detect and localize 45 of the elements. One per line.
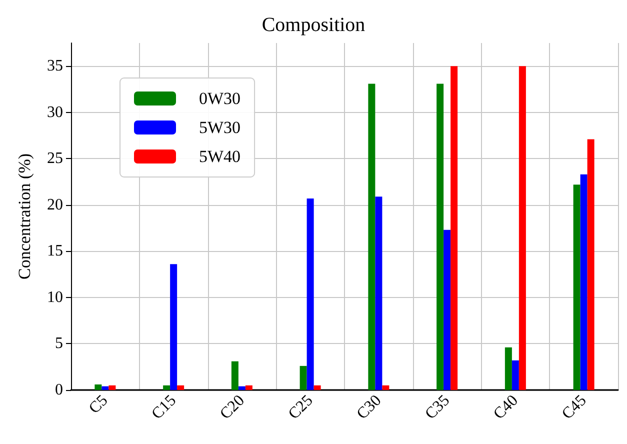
bar — [300, 366, 307, 390]
legend-label: 0W30 — [199, 89, 241, 108]
y-axis-title: Concentration (%) — [15, 153, 34, 280]
bar — [512, 360, 519, 390]
bar — [170, 264, 178, 390]
x-tick-label: C20 — [217, 392, 248, 423]
y-tick-label: 20 — [47, 196, 63, 214]
bar — [518, 66, 526, 390]
bar — [504, 347, 512, 390]
bar — [238, 386, 246, 390]
bar — [573, 184, 580, 390]
bar — [580, 174, 588, 390]
bar — [450, 66, 458, 390]
x-tick-label: C30 — [354, 392, 385, 423]
x-tick-label: C5 — [86, 392, 112, 418]
x-tick-label: C35 — [422, 392, 454, 423]
x-tick-label: C45 — [558, 392, 590, 423]
bar — [245, 385, 252, 390]
bar — [587, 139, 594, 390]
y-tick-label: 35 — [47, 58, 63, 75]
bar — [368, 84, 376, 390]
y-tick-label: 0 — [55, 382, 63, 398]
bar — [436, 84, 444, 390]
bar — [163, 385, 170, 390]
bar — [231, 361, 238, 390]
bar — [177, 385, 184, 390]
bar — [108, 385, 116, 390]
bar — [314, 385, 321, 390]
x-tick-label: C15 — [148, 392, 180, 423]
bar — [382, 385, 390, 390]
x-tick-label: C40 — [490, 392, 522, 423]
bar — [306, 198, 314, 390]
y-tick-label: 10 — [47, 288, 63, 306]
bar — [102, 386, 109, 390]
x-tick-label: C25 — [285, 392, 316, 423]
bar — [94, 384, 102, 390]
y-tick-label: 30 — [47, 104, 63, 121]
chart-title: Composition — [262, 14, 366, 36]
y-tick-label: 15 — [47, 242, 63, 260]
bar — [375, 196, 382, 390]
bar — [444, 230, 451, 390]
y-tick-label: 5 — [55, 335, 63, 352]
legend-label: 5W40 — [199, 147, 241, 166]
y-tick-label: 25 — [47, 150, 63, 168]
legend-label: 5W30 — [199, 118, 241, 137]
